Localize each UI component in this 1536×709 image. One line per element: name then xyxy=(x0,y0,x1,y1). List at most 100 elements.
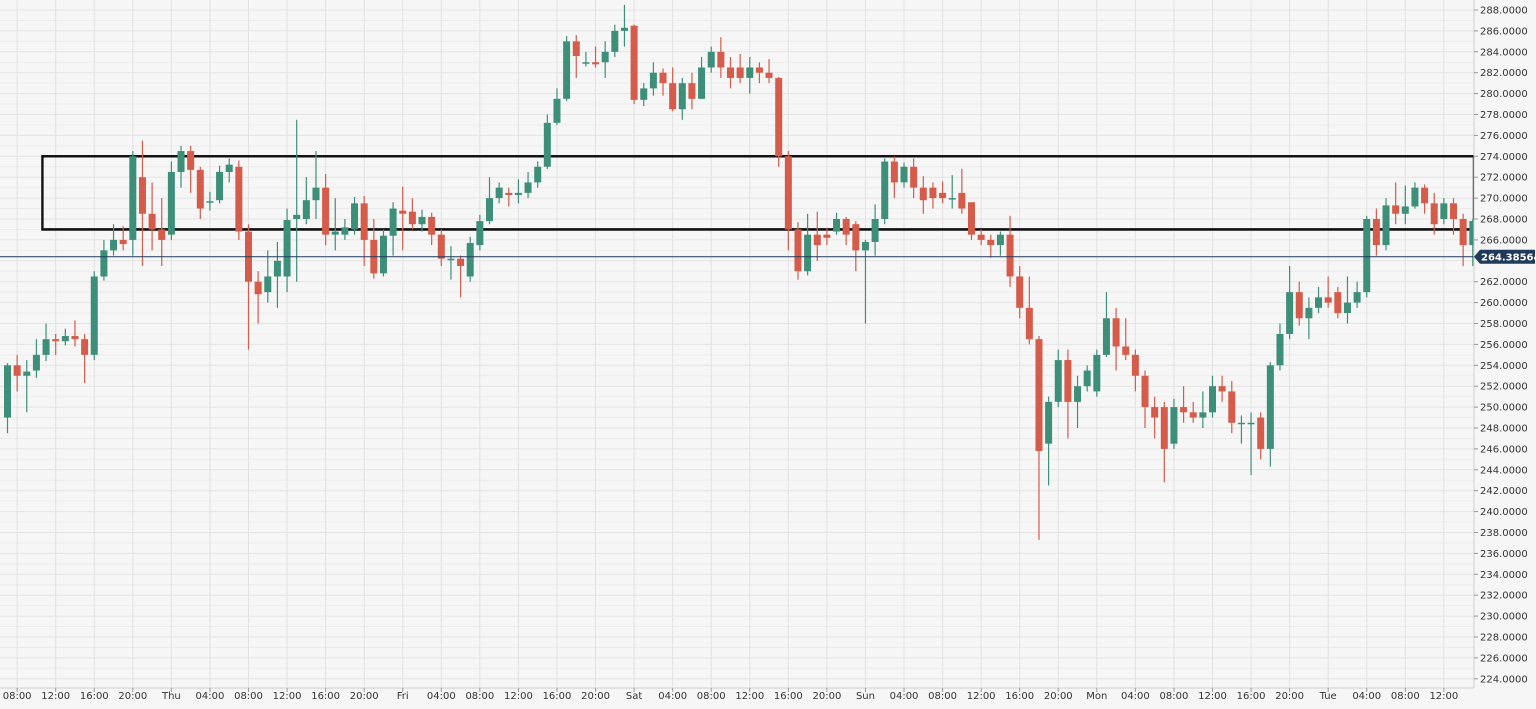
candle xyxy=(1083,365,1091,392)
candle xyxy=(1170,398,1178,449)
candle xyxy=(996,231,1004,256)
candle xyxy=(900,162,908,188)
candle xyxy=(1421,184,1429,214)
candle xyxy=(823,228,831,246)
x-tick-label: 16:00 xyxy=(1237,691,1266,702)
candle-body xyxy=(1170,407,1178,444)
candle xyxy=(90,271,98,361)
candle-body xyxy=(331,231,339,235)
x-tick-label: Thu xyxy=(161,691,181,702)
candle xyxy=(1199,391,1207,428)
candle-body xyxy=(167,171,175,235)
candle xyxy=(1112,307,1120,371)
candle-body xyxy=(871,219,879,242)
candle xyxy=(958,168,966,214)
candle xyxy=(813,211,821,261)
candle xyxy=(81,333,89,384)
x-tick-label: 16:00 xyxy=(311,691,340,702)
candle xyxy=(582,51,590,67)
candle-body xyxy=(1237,422,1245,425)
candle xyxy=(1218,375,1226,402)
candle-body xyxy=(1324,297,1332,303)
candle xyxy=(225,158,233,183)
candle xyxy=(1469,219,1477,267)
candle-body xyxy=(447,258,455,261)
candle-body xyxy=(216,171,224,201)
candle xyxy=(514,179,522,204)
candle xyxy=(746,57,754,94)
candle xyxy=(158,198,166,267)
candle-body xyxy=(1440,203,1448,219)
candle-body xyxy=(466,243,474,277)
y-tick-label: 274.0000 xyxy=(1480,152,1528,163)
candle xyxy=(698,57,706,99)
x-tick-label: 04:00 xyxy=(1352,691,1381,702)
candle-body xyxy=(32,354,40,371)
candle xyxy=(4,363,11,434)
price-tag-shape xyxy=(1474,249,1535,264)
candle-body xyxy=(1035,339,1043,451)
candle xyxy=(524,171,532,199)
x-tick-label: 20:00 xyxy=(350,691,379,702)
candle-body xyxy=(283,220,291,277)
candle-body xyxy=(302,200,310,219)
candle-body xyxy=(1074,386,1082,402)
candle-body xyxy=(312,187,320,201)
candle-body xyxy=(746,67,754,78)
y-tick-label: 250.0000 xyxy=(1480,403,1528,414)
x-tick-label: 20:00 xyxy=(812,691,841,702)
candle xyxy=(42,323,50,362)
candle xyxy=(71,320,79,347)
candle-body xyxy=(1247,422,1255,425)
x-tick-label: 04:00 xyxy=(1121,691,1150,702)
candle-body xyxy=(1189,412,1197,418)
candle-body xyxy=(1151,407,1159,418)
candle xyxy=(32,339,40,378)
x-tick-label: 16:00 xyxy=(80,691,109,702)
x-tick-label: 08:00 xyxy=(465,691,494,702)
candle xyxy=(13,354,21,392)
candle xyxy=(765,59,773,84)
candle xyxy=(1382,198,1390,251)
candle xyxy=(1006,215,1014,287)
y-tick-label: 268.0000 xyxy=(1480,215,1528,226)
candle-body xyxy=(890,161,898,183)
x-tick-label: 20:00 xyxy=(581,691,610,702)
x-tick-label: Sun xyxy=(856,691,875,702)
candle-body xyxy=(649,72,657,89)
candle xyxy=(1141,370,1149,428)
y-tick-label: 230.0000 xyxy=(1480,612,1528,623)
candle xyxy=(1459,213,1467,267)
candle-body xyxy=(1141,375,1149,408)
candle-body xyxy=(408,211,416,225)
candle xyxy=(1343,276,1351,324)
candle xyxy=(408,198,416,230)
candle-body xyxy=(910,166,918,188)
x-tick-label: Mon xyxy=(1086,691,1107,702)
y-tick-label: 282.0000 xyxy=(1480,68,1528,79)
candle-body xyxy=(784,156,792,230)
candle-body xyxy=(389,208,397,236)
candle-body xyxy=(23,371,31,376)
x-tick-label: 12:00 xyxy=(967,691,996,702)
candle xyxy=(1315,286,1323,314)
candle-body xyxy=(1315,297,1323,308)
candle xyxy=(987,234,995,258)
candle-body xyxy=(611,30,619,52)
y-tick-label: 248.0000 xyxy=(1480,424,1528,435)
candle-body xyxy=(1266,365,1274,449)
candle xyxy=(1401,185,1409,225)
candle-body xyxy=(881,161,889,219)
candle-body xyxy=(1006,234,1014,277)
y-tick-label: 256.0000 xyxy=(1480,340,1528,351)
candle xyxy=(534,161,542,188)
candle-body xyxy=(81,339,89,355)
candle xyxy=(1411,182,1419,209)
candle-body xyxy=(235,166,243,232)
candle-body xyxy=(717,51,725,68)
candle-body xyxy=(765,72,773,78)
candle-body xyxy=(833,219,841,232)
candle-body xyxy=(360,203,368,240)
candle xyxy=(784,151,792,251)
y-tick-label: 270.0000 xyxy=(1480,194,1528,205)
